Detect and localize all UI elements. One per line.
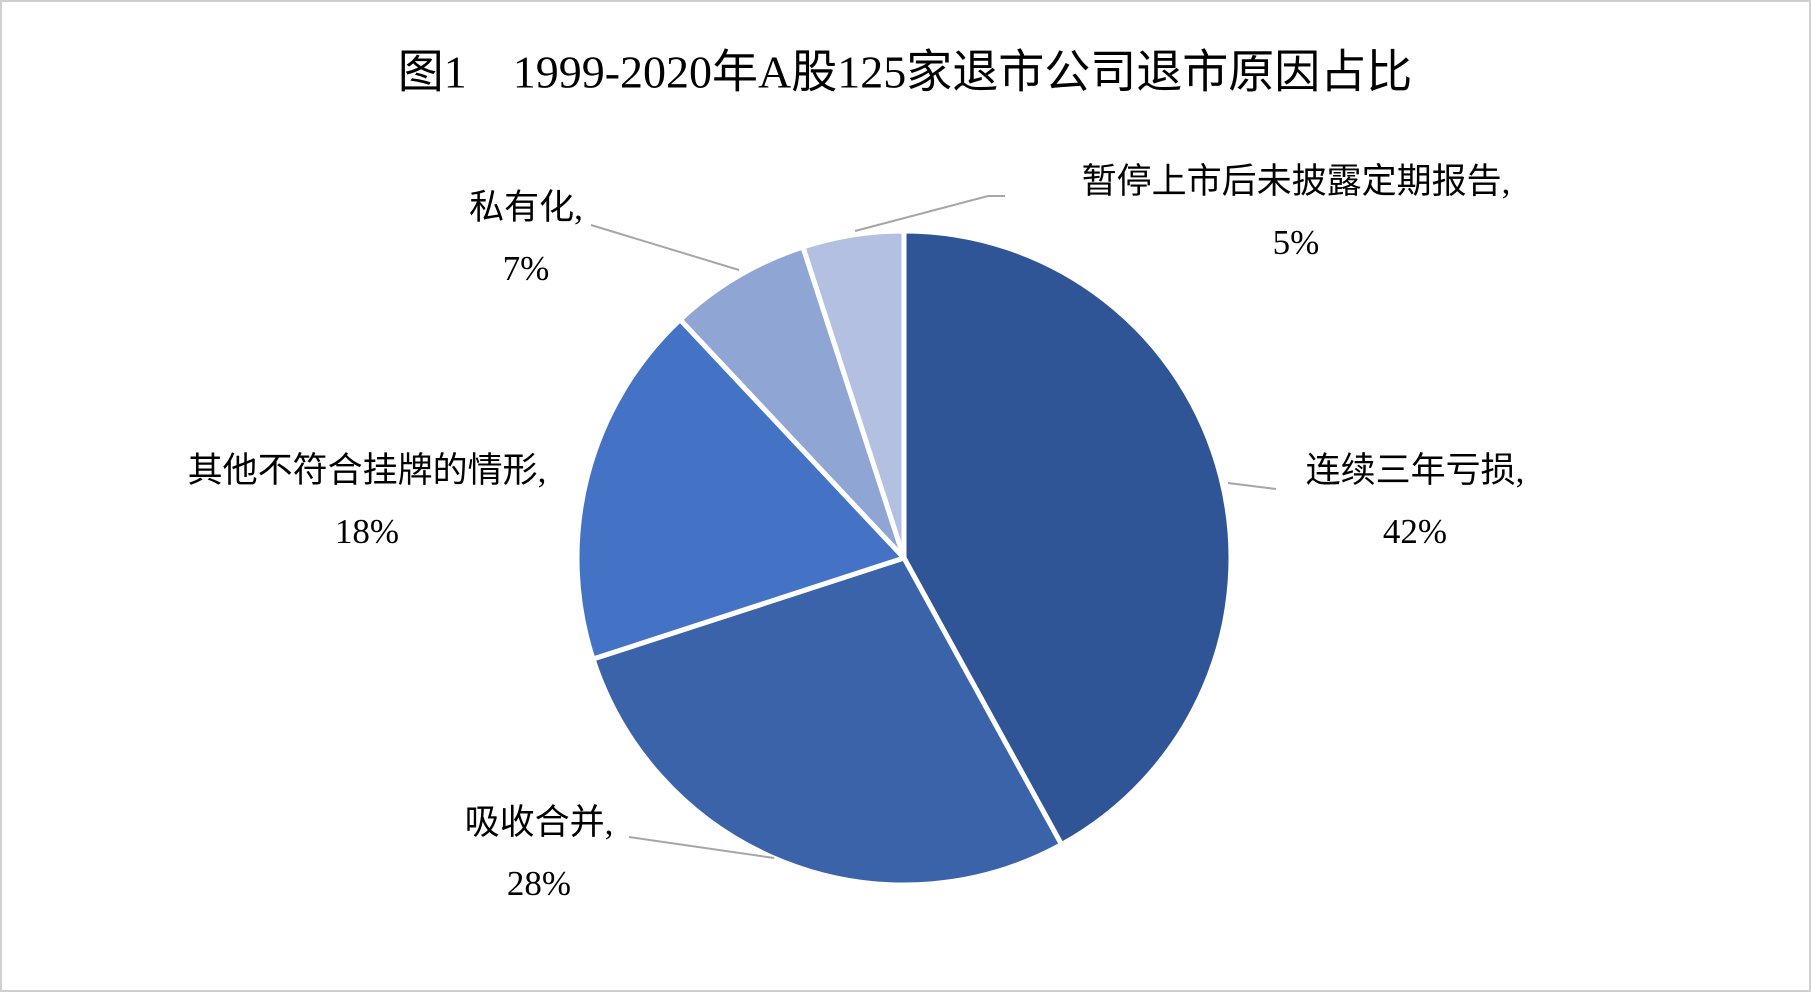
pie-slice: [800, 228, 907, 561]
pie-slice: [677, 244, 907, 561]
data-label-category: 吸收合并,: [465, 803, 614, 842]
leader-line: [628, 836, 775, 859]
chart-title: 图1 1999-2020年A股125家退市公司退市原因占比: [398, 47, 1413, 98]
data-label-category: 私有化,: [469, 188, 583, 227]
leader-line: [1227, 482, 1277, 490]
data-label-category: 暂停上市后未披露定期报告,: [1082, 162, 1511, 201]
data-label-value: 7%: [503, 249, 550, 288]
data-label-value: 42%: [1383, 512, 1447, 551]
data-label-value: 18%: [335, 512, 399, 551]
pie-slice: [901, 228, 1234, 848]
leader-line: [854, 195, 1005, 232]
data-label-category: 连续三年亏损,: [1306, 451, 1525, 490]
data-label-value: 5%: [1273, 223, 1320, 262]
pie-slice: [574, 317, 907, 662]
pie-slice: [590, 555, 1065, 888]
data-label-value: 28%: [507, 864, 571, 903]
leader-line: [590, 224, 740, 271]
data-label-category: 其他不符合挂牌的情形,: [188, 451, 547, 490]
